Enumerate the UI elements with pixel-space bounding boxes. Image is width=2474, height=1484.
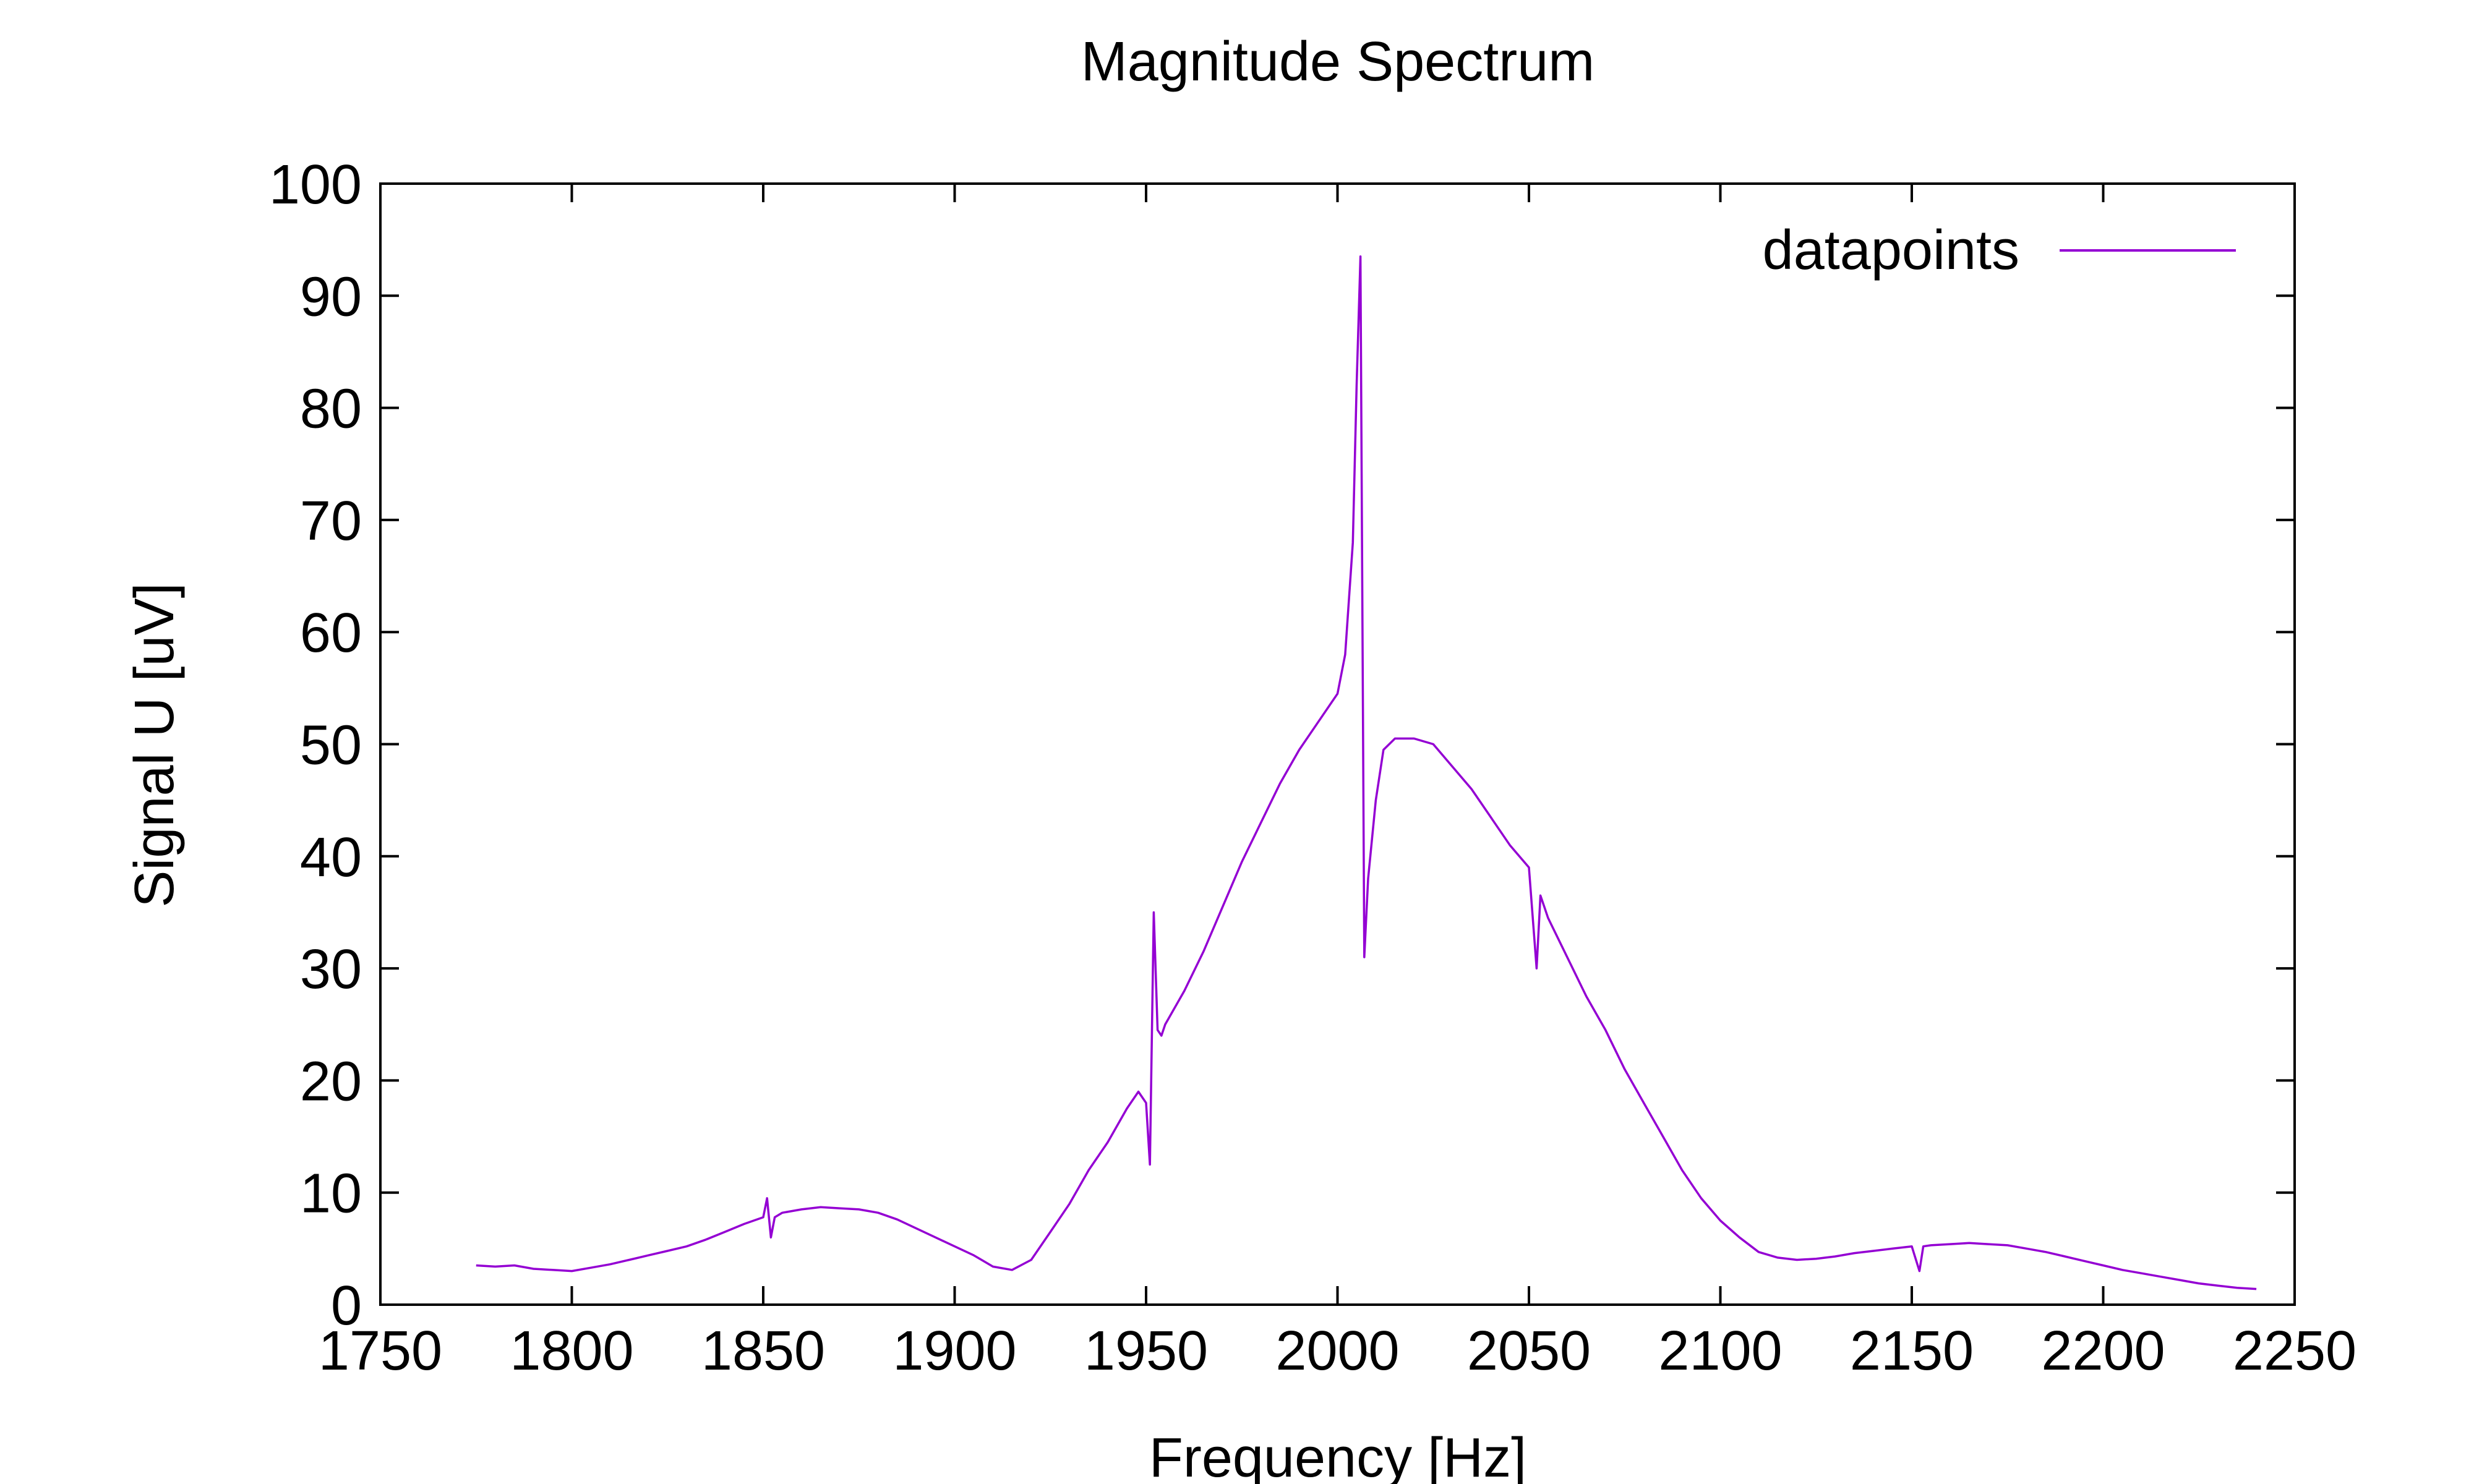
x-tick-label: 1750	[319, 1320, 442, 1382]
x-tick-label: 1900	[892, 1320, 1016, 1382]
y-tick-label: 10	[300, 1163, 362, 1225]
y-axis: 0 10 20 30 40 50 60 70 80 90 100	[269, 154, 2295, 1337]
x-tick-label: 2100	[1658, 1320, 1782, 1382]
y-tick-label: 20	[300, 1051, 362, 1112]
plot-frame	[379, 182, 2296, 1306]
x-tick-label: 2200	[2041, 1320, 2165, 1382]
y-tick-label: 50	[300, 715, 362, 777]
y-tick-label: 80	[300, 378, 362, 440]
y-tick-label: 30	[300, 939, 362, 1000]
series-line-datapoints	[476, 255, 2257, 1290]
x-axis: 1750 1800 1850 1900 1950 2000 2050 2100 2150 2200…	[319, 184, 2356, 1382]
y-tick-label: 40	[300, 827, 362, 889]
x-tick-label: 1800	[510, 1320, 633, 1382]
x-axis-label: Frequency [Hz]	[1149, 1427, 1526, 1484]
x-tick-label: 2050	[1467, 1320, 1591, 1382]
legend-label-datapoints: datapoints	[1763, 220, 2019, 281]
chart-title: Magnitude Spectrum	[1081, 31, 1594, 93]
x-tick-label: 2000	[1275, 1320, 1399, 1382]
y-tick-label: 0	[331, 1275, 362, 1337]
y-tick-label: 70	[300, 490, 362, 552]
x-tick-label: 1950	[1084, 1320, 1208, 1382]
x-tick-label: 2250	[2233, 1320, 2356, 1382]
x-tick-label: 1850	[701, 1320, 825, 1382]
y-axis-label: Signal U [uV]	[124, 582, 186, 907]
y-tick-label: 60	[300, 602, 362, 664]
y-tick-label: 100	[269, 154, 362, 216]
x-tick-label: 2150	[1850, 1320, 1974, 1382]
y-tick-label: 90	[300, 266, 362, 328]
